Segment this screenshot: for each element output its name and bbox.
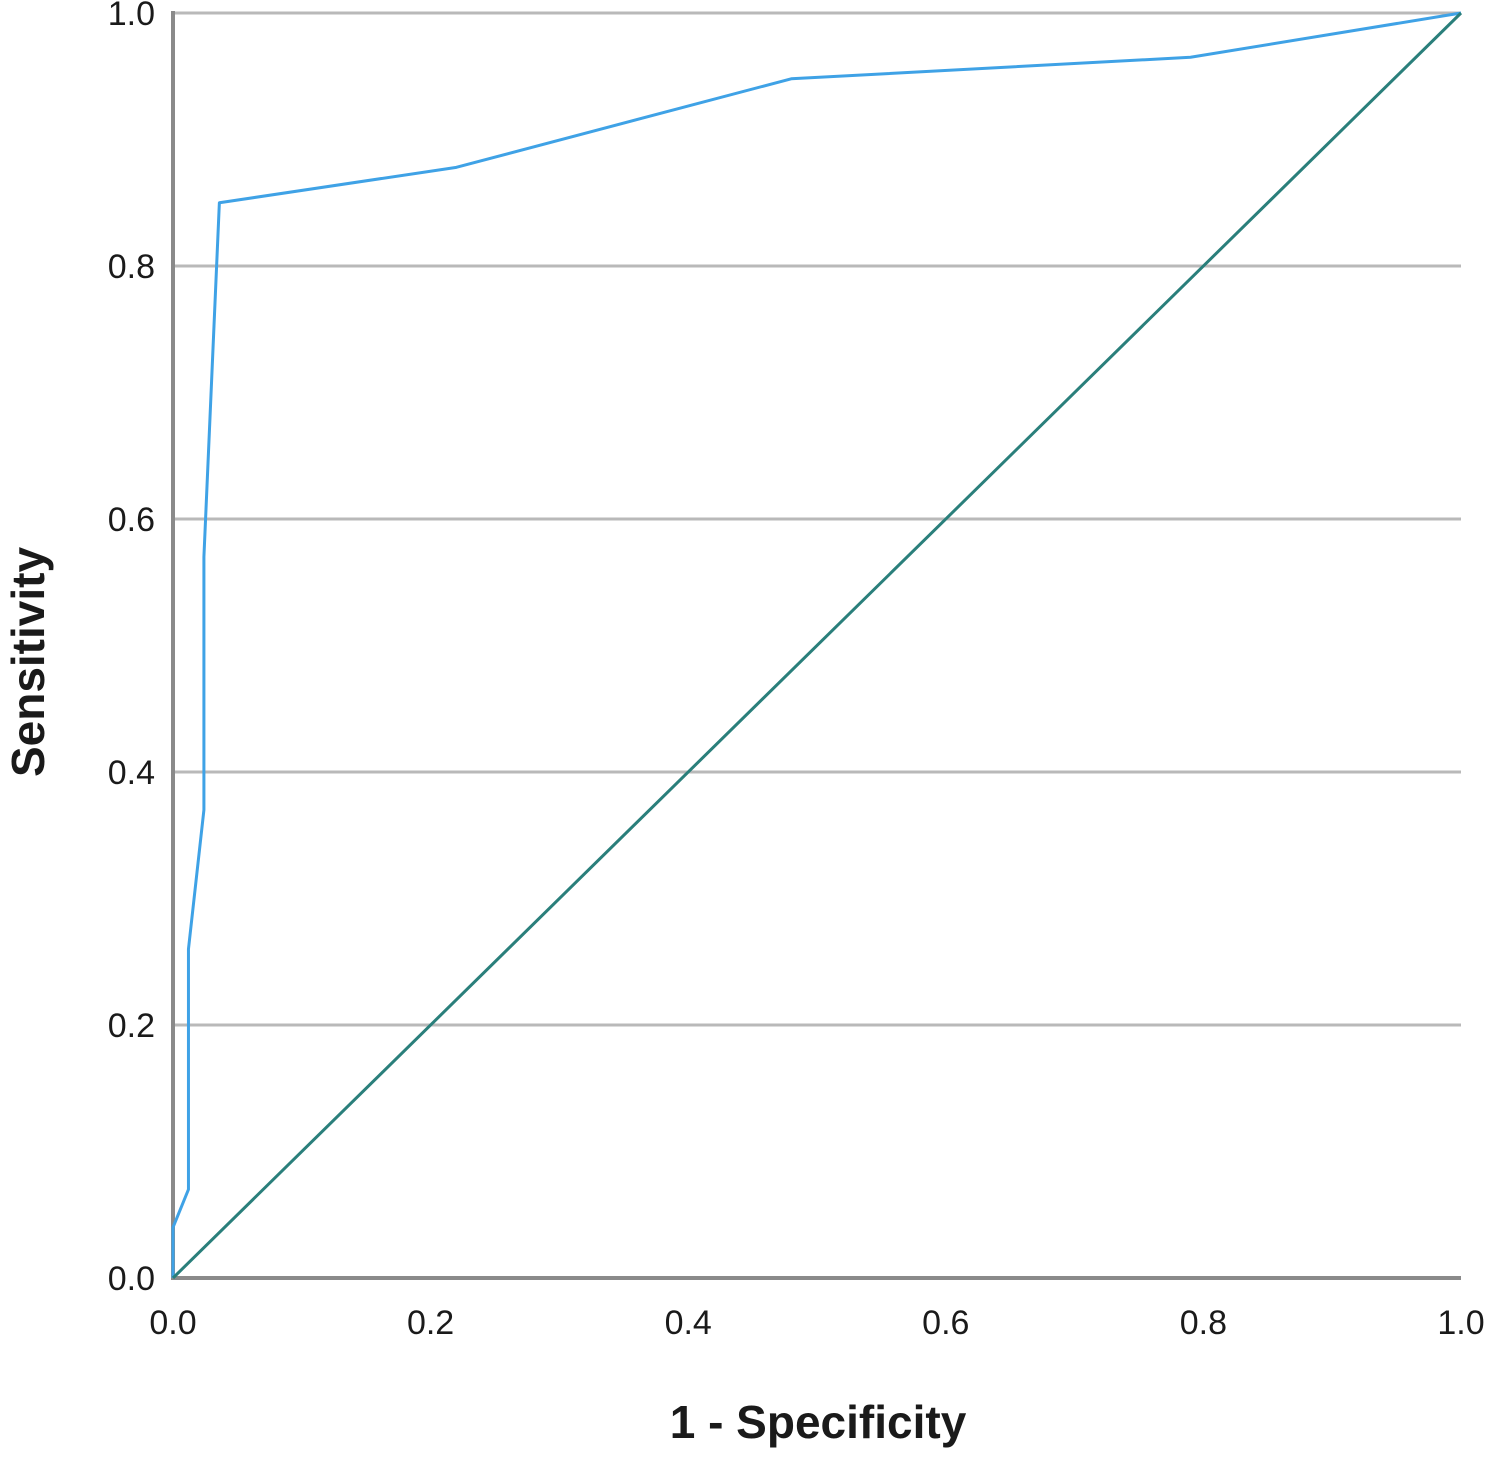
- x-tick-label: 0.8: [1180, 1304, 1227, 1342]
- roc-curve-line: [171, 11, 1462, 1278]
- x-tick-label: 0.2: [407, 1304, 454, 1342]
- y-tick-label: 1.0: [108, 0, 155, 33]
- x-tick-label: 0.4: [665, 1304, 712, 1342]
- x-axis-title: 1 - Specificity: [670, 1396, 967, 1448]
- x-tick-label: 1.0: [1437, 1304, 1484, 1342]
- x-tick-label: 0.0: [149, 1304, 196, 1342]
- series-lines: [171, 11, 1463, 1280]
- axes: [171, 11, 1461, 1280]
- x-tick-label: 0.6: [922, 1304, 969, 1342]
- reference-diagonal-line: [171, 11, 1463, 1280]
- y-tick-label: 0.8: [108, 248, 155, 286]
- gridlines: [173, 11, 1461, 1027]
- y-tick-label: 0.4: [108, 754, 155, 792]
- tick-labels: 0.0 0.2 0.4 0.6 0.8 1.0 0.0 0.2 0.4 0.6 0.8 1.0: [108, 0, 1485, 1342]
- y-tick-label: 0.2: [108, 1007, 155, 1045]
- y-axis-title: Sensitivity: [2, 547, 54, 778]
- y-tick-label: 0.0: [108, 1260, 155, 1298]
- y-tick-label: 0.6: [108, 501, 155, 539]
